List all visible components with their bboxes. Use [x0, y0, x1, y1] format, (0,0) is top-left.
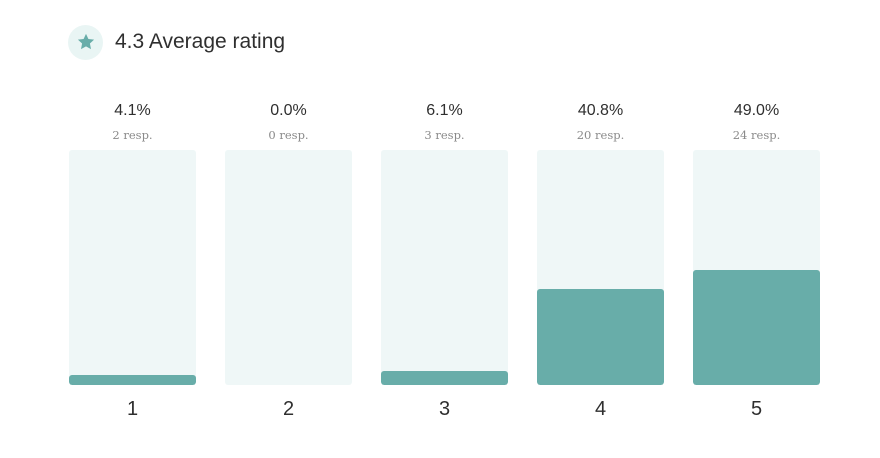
- bar-track: [69, 150, 196, 385]
- bar: [537, 289, 664, 385]
- bar: [69, 375, 196, 385]
- response-count: 2 resp.: [112, 128, 153, 142]
- average-rating-title: 4.3 Average rating: [115, 30, 286, 53]
- category-label: 3: [438, 398, 451, 420]
- star-badge: [68, 24, 103, 60]
- percent-label: 0.0%: [270, 102, 307, 119]
- bar-track: [381, 150, 508, 385]
- response-count: 20 resp.: [576, 128, 625, 142]
- response-count: 0 resp.: [268, 128, 309, 142]
- bar-track: [537, 150, 664, 385]
- response-count: 3 resp.: [424, 128, 465, 142]
- response-count: 24 resp.: [732, 128, 781, 142]
- percent-label: 6.1%: [426, 102, 463, 119]
- star-icon: [77, 33, 94, 50]
- bar-track: [693, 150, 820, 385]
- percent-label: 40.8%: [577, 102, 624, 119]
- category-label: 4: [594, 398, 607, 420]
- bar-track: [225, 150, 352, 385]
- bar: [381, 371, 508, 385]
- bar: [693, 270, 820, 385]
- category-label: 2: [282, 398, 295, 420]
- percent-label: 49.0%: [733, 102, 780, 119]
- category-label: 5: [750, 398, 763, 420]
- category-label: 1: [126, 398, 139, 420]
- rating-header: 4.3 Average rating: [68, 24, 285, 60]
- percent-label: 4.1%: [114, 102, 151, 119]
